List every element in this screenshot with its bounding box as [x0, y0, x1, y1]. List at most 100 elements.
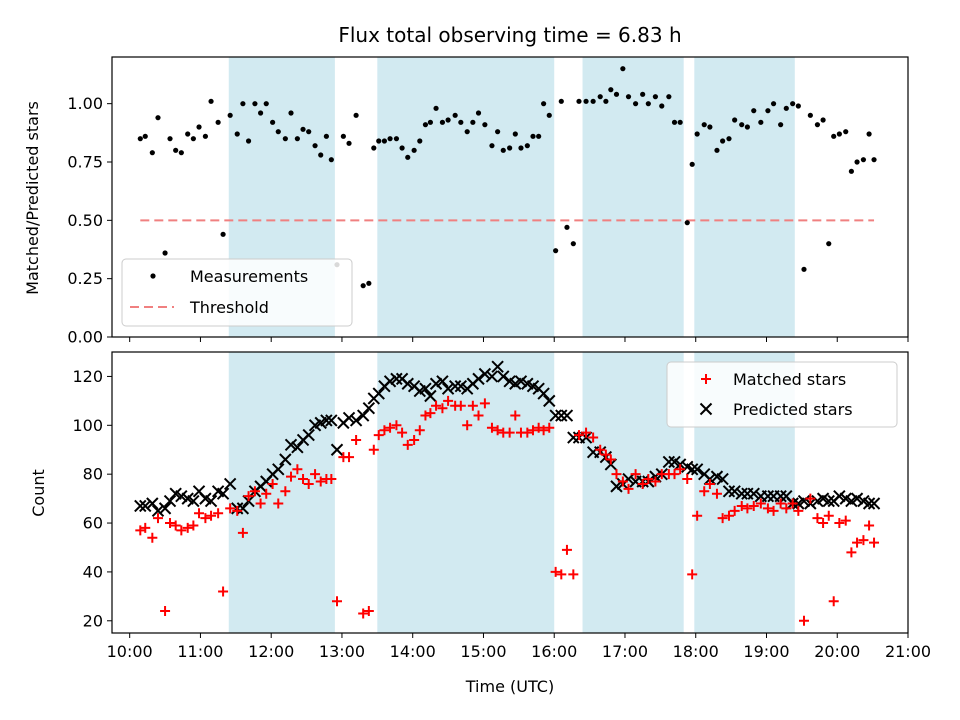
- matched-star-marker: [213, 508, 224, 519]
- x-tick-label: 16:00: [531, 642, 577, 661]
- matched-star-marker: [522, 427, 533, 438]
- measurement-point: [576, 98, 582, 104]
- matched-star-marker: [742, 503, 753, 514]
- predicted-star-marker: [390, 372, 403, 386]
- bottom-shaded-interval: [228, 352, 335, 633]
- measurement-point: [553, 248, 559, 254]
- predicted-star-marker: [236, 502, 250, 515]
- matched-star-marker: [798, 615, 809, 626]
- measurement-point: [570, 241, 576, 247]
- bottom-shaded-interval: [377, 352, 555, 633]
- measurement-point: [196, 124, 202, 130]
- predicted-star-marker: [454, 380, 468, 393]
- measurement-point: [807, 112, 813, 118]
- measurement-point: [427, 119, 433, 125]
- measurement-point: [770, 101, 777, 107]
- measurement-point: [530, 133, 536, 139]
- predicted-star-marker: [822, 494, 835, 508]
- measurement-point: [854, 159, 860, 165]
- measurement-point: [597, 94, 603, 100]
- matched-star-marker: [675, 464, 686, 475]
- matched-star-marker: [793, 505, 804, 516]
- measurement-point: [346, 140, 352, 146]
- measurement-point: [778, 122, 784, 128]
- measurement-point: [185, 131, 191, 137]
- measurement-point: [558, 98, 564, 104]
- measurement-point: [245, 138, 252, 144]
- matched-star-marker: [736, 500, 747, 511]
- measurement-point: [162, 250, 168, 256]
- measurement-point: [263, 101, 269, 107]
- measurement-point: [758, 119, 764, 125]
- predicted-star-marker: [610, 480, 623, 493]
- top-y-tick-label: 0.25: [67, 269, 103, 288]
- bottom-plot-frame: [111, 351, 909, 634]
- legend-predicted-label: Predicted stars: [733, 400, 853, 419]
- predicted-star-marker: [549, 409, 562, 422]
- measurement-point: [495, 129, 501, 135]
- measurement-point: [512, 131, 518, 137]
- matched-star-marker: [182, 522, 193, 533]
- measurement-point: [645, 101, 651, 107]
- measurement-point: [318, 152, 324, 158]
- predicted-star-marker: [279, 453, 292, 466]
- measurement-point: [470, 119, 476, 125]
- matched-star-marker: [748, 500, 759, 511]
- predicted-star-marker: [146, 497, 159, 510]
- matched-star-marker: [692, 510, 703, 521]
- predicted-star-marker: [662, 455, 676, 469]
- top-y-axis-label: Matched/Predicted stars: [23, 101, 42, 295]
- measurement-point: [381, 138, 388, 144]
- matched-star-marker: [755, 498, 766, 509]
- matched-star-marker: [643, 474, 654, 485]
- legend-threshold-label: Threshold: [189, 298, 269, 317]
- matched-star-marker: [351, 434, 362, 445]
- matched-star-marker: [775, 498, 786, 509]
- top-y-tick-label: 0.00: [67, 328, 103, 347]
- matched-star-marker: [768, 505, 779, 516]
- top-y-tick-label: 0.50: [67, 211, 103, 230]
- predicted-star-marker: [223, 477, 237, 491]
- matched-star-marker: [473, 410, 484, 421]
- predicted-star-marker: [330, 443, 344, 456]
- predicted-star-marker: [163, 494, 177, 508]
- measurement-point: [202, 133, 208, 139]
- measurement-point: [689, 161, 695, 167]
- matched-star-marker: [363, 606, 374, 617]
- measurement-point: [215, 119, 221, 125]
- measurement-point: [270, 119, 276, 125]
- measurement-point: [739, 122, 745, 128]
- matched-star-marker: [723, 510, 734, 521]
- measurement-point: [300, 126, 306, 132]
- top-legend: Measurements Threshold: [121, 258, 353, 327]
- matched-star-marker: [544, 422, 555, 433]
- measurement-point: [240, 101, 246, 107]
- bottom-y-tick-label: 100: [72, 416, 103, 435]
- predicted-star-marker: [134, 499, 147, 513]
- matched-star-marker: [200, 513, 211, 524]
- matched-star-marker: [425, 408, 436, 419]
- measurement-point: [227, 112, 233, 118]
- matched-star-marker: [431, 400, 442, 411]
- matched-star-marker: [373, 430, 384, 441]
- bottom-y-tick-label: 120: [72, 367, 103, 386]
- matched-star-marker: [762, 503, 773, 514]
- measurement-point: [744, 124, 750, 130]
- matched-star-marker: [834, 518, 845, 529]
- measurement-point: [475, 110, 482, 116]
- matched-star-marker: [326, 474, 337, 485]
- matched-star-marker: [699, 486, 710, 497]
- matched-star-marker: [385, 422, 396, 433]
- matched-star-marker: [414, 425, 425, 436]
- predicted-star-marker: [735, 487, 748, 500]
- matched-star-marker: [573, 430, 584, 441]
- matched-star-marker: [170, 520, 181, 531]
- measurement-point: [677, 119, 683, 125]
- predicted-star-marker: [158, 502, 172, 515]
- matched-star-marker: [637, 478, 648, 489]
- predicted-star-marker: [491, 360, 504, 373]
- matched-star-marker: [595, 444, 606, 455]
- measurement-point: [294, 136, 300, 142]
- predicted-star-marker: [560, 409, 574, 422]
- measurement-point: [399, 145, 405, 151]
